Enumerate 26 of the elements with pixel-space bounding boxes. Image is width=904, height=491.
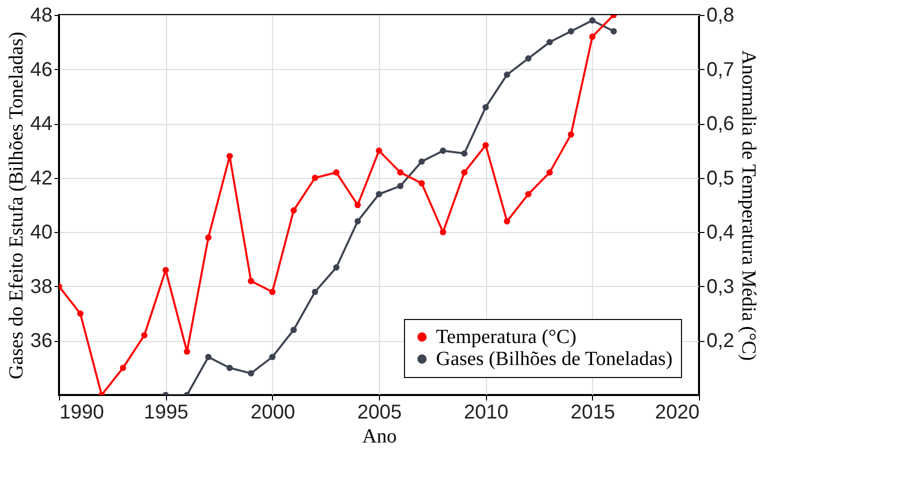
y2-tick-label: 0,7 bbox=[706, 58, 734, 81]
y2-tick-label: 0,4 bbox=[706, 222, 734, 244]
y-tick-label: 40 bbox=[30, 222, 52, 244]
y2-tick-label: 0,2 bbox=[706, 330, 734, 352]
legend-label: Gases (Bilhões de Toneladas) bbox=[436, 348, 673, 370]
x-tick-label: 2010 bbox=[464, 402, 508, 424]
y2-tick-label: 0,8 bbox=[706, 4, 734, 26]
x-tick-label: 1995 bbox=[144, 402, 188, 424]
y2-tick-label: 0,6 bbox=[706, 113, 734, 136]
x-axis-title: Ano bbox=[362, 426, 397, 448]
x-tick-label: 2005 bbox=[357, 402, 402, 424]
y2-axis-title: Anormalia de Temperatura Média (°C) bbox=[737, 50, 760, 361]
y-tick-label: 48 bbox=[30, 4, 52, 26]
legend-label: Temperatura (°C) bbox=[436, 326, 576, 348]
y2-tick-label: 0,5 bbox=[706, 167, 734, 190]
x-tick-label: 2000 bbox=[250, 402, 296, 424]
y-tick-label: 42 bbox=[30, 167, 52, 190]
y2-tick-label: 0,3 bbox=[706, 276, 734, 298]
y-tick-label: 44 bbox=[30, 113, 52, 136]
x-tick-label: 1990 bbox=[60, 402, 104, 424]
y-tick-label: 46 bbox=[30, 58, 52, 81]
y-tick-label: 38 bbox=[30, 276, 52, 298]
x-tick-label: 2020 bbox=[655, 402, 700, 424]
y-axis-title: Gases do Efeito Estufa (Bilhões Toneladas) bbox=[5, 32, 28, 380]
y-tick-label: 36 bbox=[30, 330, 52, 352]
x-tick-label: 2015 bbox=[570, 402, 616, 424]
